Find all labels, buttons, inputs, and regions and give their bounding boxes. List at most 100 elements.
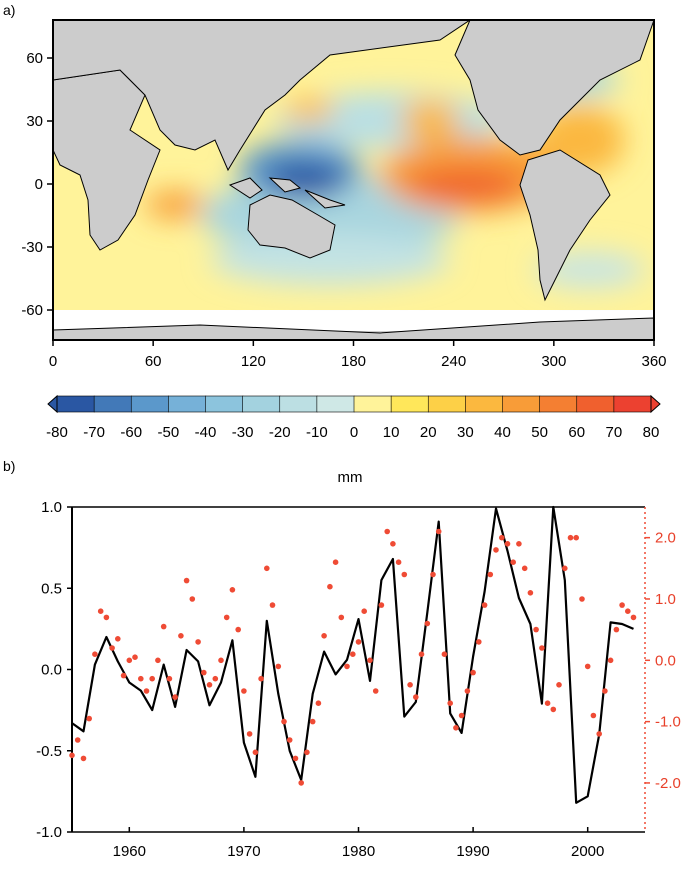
dotted-series-point: [275, 663, 282, 670]
colorbar-swatch: [93, 395, 132, 413]
dotted-series-point: [109, 645, 115, 651]
dotted-series-point: [367, 657, 373, 664]
dotted-series-point: [206, 682, 213, 688]
indian-ocean-positive: [145, 191, 205, 219]
dotted-series-point: [378, 602, 385, 608]
colorbar-swatch: [502, 395, 541, 413]
map-y-tick-label: -60: [21, 302, 43, 319]
africa: [53, 69, 161, 251]
dotted-series-point: [149, 675, 155, 682]
south-america: [519, 149, 611, 302]
dotted-series-point: [155, 657, 161, 664]
dotted-series-point: [115, 636, 121, 642]
colorbar-swatch: [465, 395, 504, 413]
dotted-series-point: [120, 672, 127, 679]
colorbar-swatch: [205, 395, 244, 413]
east-pacific-core: [407, 169, 523, 201]
dotted-series-point: [613, 626, 620, 633]
west-pacific-positive: [285, 98, 335, 122]
left-y-tick-label: -1.0: [36, 824, 62, 841]
colorbar-swatch: [316, 395, 355, 413]
dotted-series-point: [178, 633, 184, 639]
x-tick-label: 1980: [342, 843, 375, 860]
dotted-series-point: [92, 651, 98, 657]
timeseries-chart: 1.0 0.5 0.0 -0.5 -1.0 2.0 1.0 0.0 -1.0 -2.0 1960 19…: [36, 499, 681, 860]
dotted-series-point: [355, 639, 362, 645]
left-y-tick-label: 1.0: [41, 499, 62, 516]
dotted-series-point: [304, 749, 310, 756]
colorbar-tick-label: -10: [306, 424, 328, 441]
colorbar-swatch: [539, 395, 578, 413]
colorbar-swatch: [56, 395, 95, 413]
colorbar-swatch: [427, 395, 466, 413]
map-x-tick-label: 120: [241, 353, 266, 370]
dotted-series-point: [74, 737, 81, 743]
dotted-series-point: [607, 657, 614, 664]
dotted-series-point: [246, 731, 253, 737]
colorbar-tick-label: -20: [269, 424, 291, 441]
map-x-tick-label: 180: [341, 353, 366, 370]
dotted-series-point: [327, 583, 333, 590]
left-y-tick-label: 0.0: [41, 662, 62, 679]
dotted-series-point: [269, 602, 276, 608]
map-y-tick-label: 60: [26, 50, 43, 67]
colorbar-swatch: [130, 395, 169, 413]
dotted-series-point: [286, 737, 293, 743]
dotted-series-point: [332, 559, 339, 565]
map-x-tick-label: 0: [49, 353, 57, 370]
map-x-tick-label: 60: [145, 353, 162, 370]
dotted-series-point: [407, 682, 413, 688]
map-y-tick-label: -30: [21, 239, 43, 256]
south-pacific-negative-2: [210, 235, 450, 285]
dotted-series-point: [86, 715, 92, 722]
dotted-series-point: [579, 596, 585, 602]
map-x-tick-label: 360: [641, 353, 666, 370]
colorbar-swatch: [613, 395, 652, 413]
map-y-tick-label: 0: [35, 176, 43, 193]
colorbar-swatch: [576, 395, 615, 413]
colorbar-swatch: [279, 395, 318, 413]
dotted-series-point: [470, 669, 476, 676]
colorbar-tick-label: 20: [420, 424, 437, 441]
colorbar-tick-label: 40: [494, 424, 511, 441]
colorbar-label: mm: [338, 469, 363, 486]
dotted-series-point: [602, 688, 608, 694]
colorbar-tick-label: 10: [383, 424, 400, 441]
dotted-series-point: [103, 614, 110, 621]
dotted-series-point: [372, 688, 379, 694]
dotted-series-point: [464, 688, 471, 694]
dotted-series-point: [212, 675, 219, 682]
dotted-series-point: [567, 534, 574, 541]
dotted-series-point: [80, 755, 87, 762]
dotted-series-point: [625, 608, 631, 614]
maritime-continent: [228, 177, 346, 209]
dotted-series-point: [435, 528, 442, 535]
colorbar-tick-label: 0: [350, 424, 358, 441]
dotted-series-point: [201, 669, 207, 676]
dotted-series-point: [160, 623, 167, 630]
colorbar-swatch: [353, 395, 392, 413]
right-y-tick-label: -1.0: [655, 714, 681, 731]
dotted-series-point: [97, 608, 104, 614]
dotted-series-point: [309, 718, 316, 725]
dotted-series-point: [69, 752, 75, 759]
dotted-series-point: [493, 547, 499, 553]
dotted-series-point: [321, 633, 327, 639]
dotted-series-point: [544, 700, 551, 706]
colorbar-min-arrow: [47, 394, 58, 414]
dotted-series-point: [241, 688, 247, 694]
dotted-series-point: [395, 559, 402, 565]
dotted-series-point: [344, 663, 350, 670]
dotted-series-point: [338, 614, 345, 621]
dotted-series-point: [590, 712, 597, 719]
dotted-series-point: [166, 675, 173, 682]
colorbar-swatch: [390, 395, 429, 413]
x-tick-label: 1970: [227, 843, 260, 860]
colorbar-tick-label: 50: [531, 424, 548, 441]
dotted-series-point: [172, 694, 178, 700]
dotted-series-point: [562, 565, 568, 572]
map-x-tick-label: 300: [541, 353, 566, 370]
dotted-series-point: [539, 645, 545, 651]
